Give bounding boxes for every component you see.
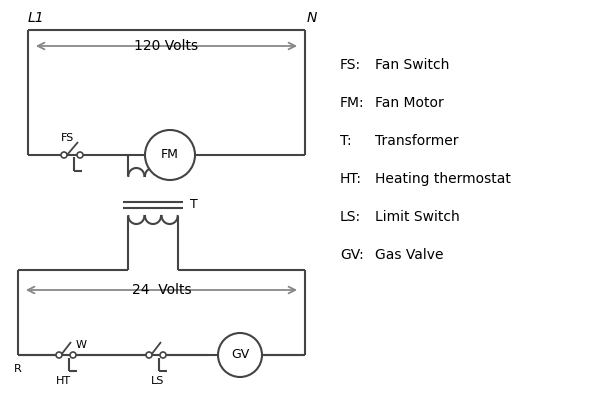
Text: W: W xyxy=(76,340,87,350)
Text: L1: L1 xyxy=(28,11,45,25)
Text: LS: LS xyxy=(151,376,165,386)
Circle shape xyxy=(77,152,83,158)
Circle shape xyxy=(146,352,152,358)
Text: HT: HT xyxy=(55,376,71,386)
Circle shape xyxy=(70,352,76,358)
Text: Heating thermostat: Heating thermostat xyxy=(375,172,511,186)
Text: GV: GV xyxy=(231,348,249,362)
Text: HT:: HT: xyxy=(340,172,362,186)
Text: GV:: GV: xyxy=(340,248,364,262)
Text: T: T xyxy=(190,198,198,212)
Text: LS:: LS: xyxy=(340,210,361,224)
Text: T:: T: xyxy=(340,134,352,148)
Text: Limit Switch: Limit Switch xyxy=(375,210,460,224)
Text: Transformer: Transformer xyxy=(375,134,458,148)
Text: FM: FM xyxy=(161,148,179,162)
Text: FS: FS xyxy=(60,133,74,143)
Text: R: R xyxy=(14,364,22,374)
Circle shape xyxy=(160,352,166,358)
Text: FS:: FS: xyxy=(340,58,361,72)
Text: Gas Valve: Gas Valve xyxy=(375,248,444,262)
Circle shape xyxy=(145,130,195,180)
Text: 120 Volts: 120 Volts xyxy=(135,39,199,53)
Text: 24  Volts: 24 Volts xyxy=(132,283,191,297)
Circle shape xyxy=(56,352,62,358)
Text: FM:: FM: xyxy=(340,96,365,110)
Circle shape xyxy=(218,333,262,377)
Text: Fan Switch: Fan Switch xyxy=(375,58,450,72)
Text: N: N xyxy=(307,11,317,25)
Text: Fan Motor: Fan Motor xyxy=(375,96,444,110)
Circle shape xyxy=(61,152,67,158)
